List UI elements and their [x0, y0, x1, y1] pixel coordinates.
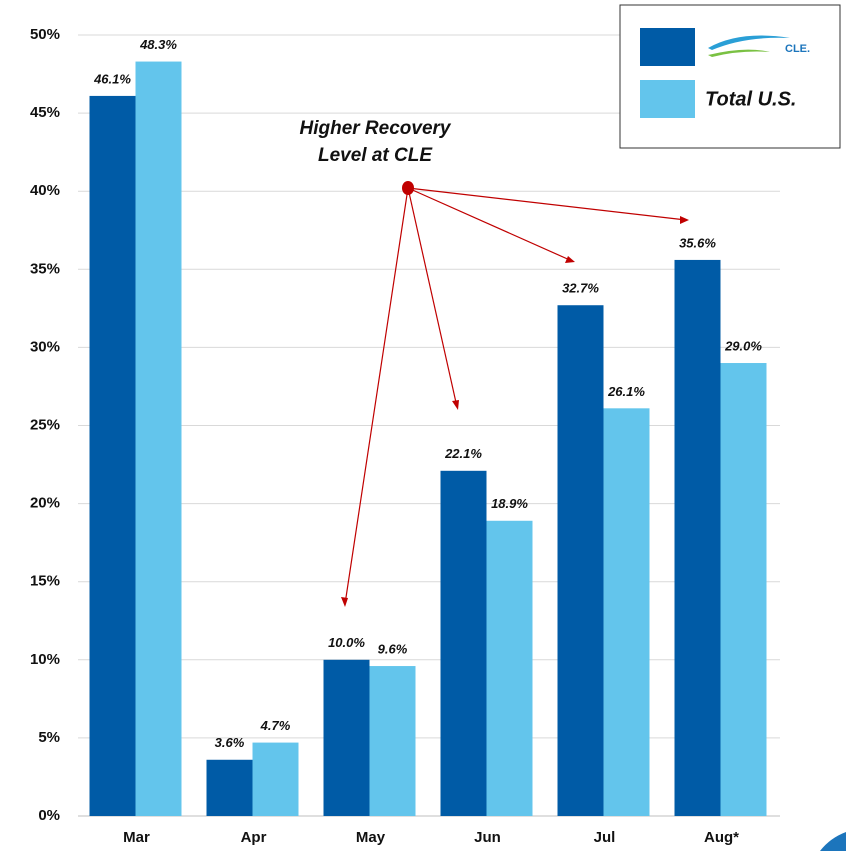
value-label: 29.0%: [724, 338, 762, 353]
value-label: 3.6%: [215, 735, 245, 750]
y-tick-label: 40%: [30, 182, 60, 199]
arrow-head: [565, 256, 575, 263]
value-label: 9.6%: [378, 641, 408, 656]
legend-swatch: [640, 28, 695, 66]
y-tick-label: 35%: [30, 260, 60, 277]
logo-swoosh: [708, 35, 790, 50]
corner-decoration: [820, 832, 846, 851]
value-label: 18.9%: [491, 496, 528, 511]
arrow-origin: [402, 181, 414, 195]
x-tick-label: Jul: [594, 829, 616, 846]
bars: [89, 61, 767, 817]
value-label: 35.6%: [679, 235, 716, 250]
bar: [323, 659, 370, 816]
legend-label: CLE.: [785, 43, 810, 55]
legend-box: [619, 4, 841, 149]
value-label: 4.7%: [260, 718, 291, 733]
bar: [557, 305, 604, 816]
legend-label: Total U.S.: [705, 88, 796, 110]
annotation: Level at CLE: [318, 145, 433, 166]
y-tick-label: 15%: [30, 573, 60, 590]
y-tick-label: 25%: [30, 416, 60, 433]
bar: [135, 61, 182, 816]
x-tick-label: Aug*: [704, 829, 739, 846]
annotation-arrows: [344, 187, 687, 605]
x-tick-label: May: [356, 829, 386, 846]
value-label: 10.0%: [328, 635, 365, 650]
y-tick-label: 50%: [30, 26, 60, 43]
arrow-head: [341, 597, 348, 607]
x-tick-label: Apr: [241, 829, 267, 846]
arrow: [344, 187, 409, 605]
x-tick-label: Jun: [474, 829, 501, 846]
bar: [674, 259, 721, 817]
value-label: 46.1%: [93, 71, 131, 86]
y-tick-label: 30%: [30, 338, 60, 355]
y-tick-label: 10%: [30, 651, 60, 668]
bar: [486, 520, 533, 816]
value-label: 26.1%: [607, 384, 645, 399]
value-label: 48.3%: [139, 37, 177, 52]
bar: [603, 408, 650, 816]
bar: [369, 666, 416, 816]
bar: [720, 363, 767, 816]
bar: [252, 742, 299, 816]
legend: CLE. Total U.S.: [619, 4, 841, 149]
arrow-heads: [341, 181, 689, 607]
arrow: [407, 187, 573, 262]
annotation: Higher Recovery: [299, 118, 451, 139]
y-tick-label: 5%: [38, 729, 60, 746]
bar: [89, 95, 136, 817]
y-tick-label: 0%: [38, 807, 60, 824]
value-label: 22.1%: [444, 446, 482, 461]
x-tick-label: Mar: [123, 829, 150, 846]
arrow-head: [452, 400, 459, 410]
arrow-head: [680, 216, 689, 224]
arrow: [407, 187, 687, 221]
value-label: 32.7%: [562, 281, 599, 296]
labels: 0% 5% 10% 15% 20% 25% 30% 35% 40% 45% 50% Mar 46.1% 4…: [30, 26, 762, 846]
legend-swatch: [640, 80, 695, 118]
y-tick-label: 20%: [30, 495, 60, 512]
y-tick-label: 45%: [30, 104, 60, 121]
arrow: [407, 187, 458, 408]
bar: [440, 470, 487, 816]
bar: [206, 759, 253, 816]
logo-swoosh: [708, 49, 770, 57]
